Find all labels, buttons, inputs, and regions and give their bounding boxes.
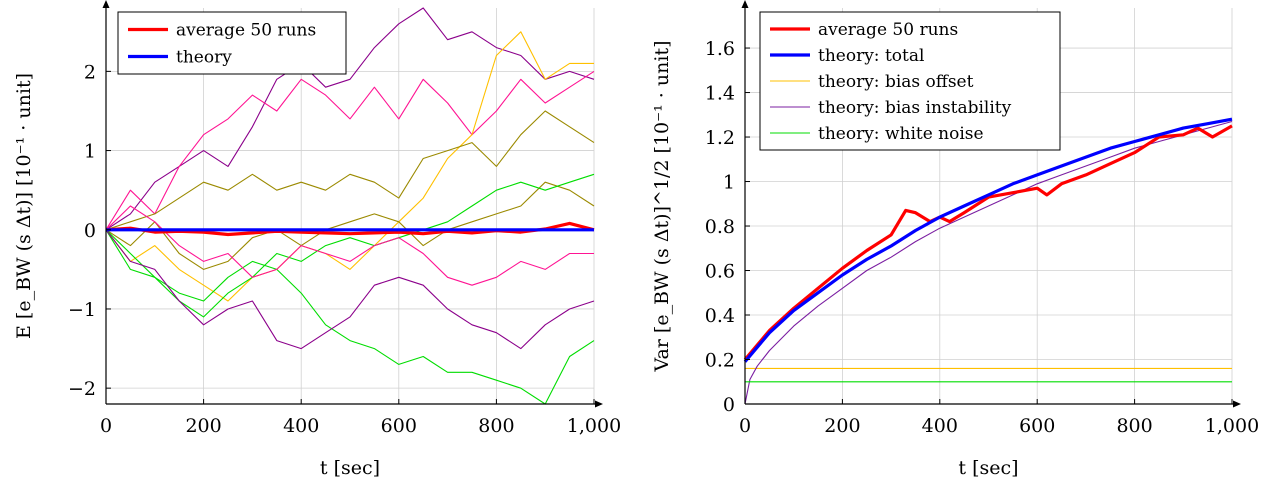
legend-label: average 50 runs bbox=[176, 21, 316, 41]
y-tick-label: 1 bbox=[723, 172, 735, 194]
series-line bbox=[105, 181, 595, 270]
x-tick-label: 400 bbox=[283, 415, 319, 437]
y-tick-label: 2 bbox=[84, 61, 96, 83]
y-axis-label: E [e_BW (s Δt)] [10⁻¹ · unit] bbox=[13, 73, 35, 339]
x-axis-label: t [sec] bbox=[320, 457, 380, 479]
legend-label: theory: bias offset bbox=[818, 72, 974, 92]
x-axis-arrow bbox=[1233, 400, 1241, 408]
series-line bbox=[105, 229, 595, 350]
y-tick-label: 1.4 bbox=[705, 83, 735, 105]
x-tick-label: 800 bbox=[1116, 415, 1152, 437]
series-lines bbox=[743, 117, 1233, 405]
x-tick-label: 800 bbox=[478, 415, 514, 437]
legend-box bbox=[117, 11, 347, 75]
series-line bbox=[105, 31, 594, 302]
legend-label: theory bbox=[176, 48, 232, 68]
legend: average 50 runs theory: total theory: bias… bbox=[759, 11, 1061, 151]
x-tick-label: 400 bbox=[922, 415, 958, 437]
series-line bbox=[105, 173, 595, 318]
series-line bbox=[105, 229, 595, 405]
y-tick-label: 1.2 bbox=[705, 127, 735, 149]
legend-label: theory: white noise bbox=[818, 124, 984, 144]
series-line bbox=[105, 221, 595, 237]
y-tick-label: −2 bbox=[68, 378, 96, 400]
x-tick-label: 200 bbox=[185, 415, 221, 437]
series-line bbox=[743, 124, 1233, 361]
legend-label: theory: total bbox=[818, 46, 924, 66]
y-tick-label: 1.6 bbox=[705, 38, 735, 60]
y-tick-label: 0 bbox=[84, 220, 96, 242]
std-deviation-chart: 0 200 400 600 800 1,000 0 0.2 0.4 0.6 0.8 1 1.2 1.4 1.… bbox=[651, 0, 1259, 479]
y-axis-arrow bbox=[102, 0, 110, 8]
tick-labels: 0 200 400 600 800 1,000 0 0.2 0.4 0.6 0.8 1 1.2 1.4 1.… bbox=[705, 38, 1259, 437]
y-axis-arrow bbox=[741, 0, 749, 8]
x-tick-label: 600 bbox=[1019, 415, 1055, 437]
x-tick-label: 1,000 bbox=[567, 415, 621, 437]
series-line bbox=[105, 110, 595, 231]
x-tick-label: 0 bbox=[739, 415, 751, 437]
y-tick-label: 0.4 bbox=[705, 305, 735, 327]
y-tick-label: −1 bbox=[68, 299, 96, 321]
series-line bbox=[105, 205, 594, 286]
axes bbox=[102, 0, 603, 408]
x-tick-label: 600 bbox=[381, 415, 417, 437]
y-tick-label: 1 bbox=[84, 141, 96, 163]
tick-labels: 0 200 400 600 800 1,000 −2 −1 0 1 2 bbox=[68, 61, 621, 437]
series-line bbox=[105, 70, 595, 231]
series-line bbox=[105, 7, 595, 231]
x-tick-label: 200 bbox=[824, 415, 860, 437]
x-tick-label: 0 bbox=[100, 415, 112, 437]
x-axis-label: t [sec] bbox=[958, 457, 1018, 479]
series-line bbox=[744, 120, 1233, 405]
y-tick-label: 0 bbox=[723, 394, 735, 416]
y-axis-label: Var [e_BW (s Δt)]^1/2 [10⁻¹ · unit] bbox=[651, 41, 673, 373]
y-tick-label: 0.2 bbox=[705, 350, 735, 372]
legend-label: average 50 runs bbox=[818, 20, 958, 40]
mean-error-chart: 0 200 400 600 800 1,000 −2 −1 0 1 2 t [sec] E [e_B… bbox=[13, 0, 621, 479]
y-tick-label: 0.8 bbox=[705, 216, 735, 238]
series-line bbox=[743, 117, 1233, 363]
legend-label: theory: bias instability bbox=[818, 98, 1012, 118]
x-axis-arrow bbox=[595, 400, 603, 408]
legend: average 50 runs theory bbox=[117, 11, 347, 75]
series-lines bbox=[105, 7, 595, 405]
x-tick-label: 1,000 bbox=[1205, 415, 1259, 437]
axes bbox=[741, 0, 1241, 408]
y-tick-label: 0.6 bbox=[705, 261, 735, 283]
